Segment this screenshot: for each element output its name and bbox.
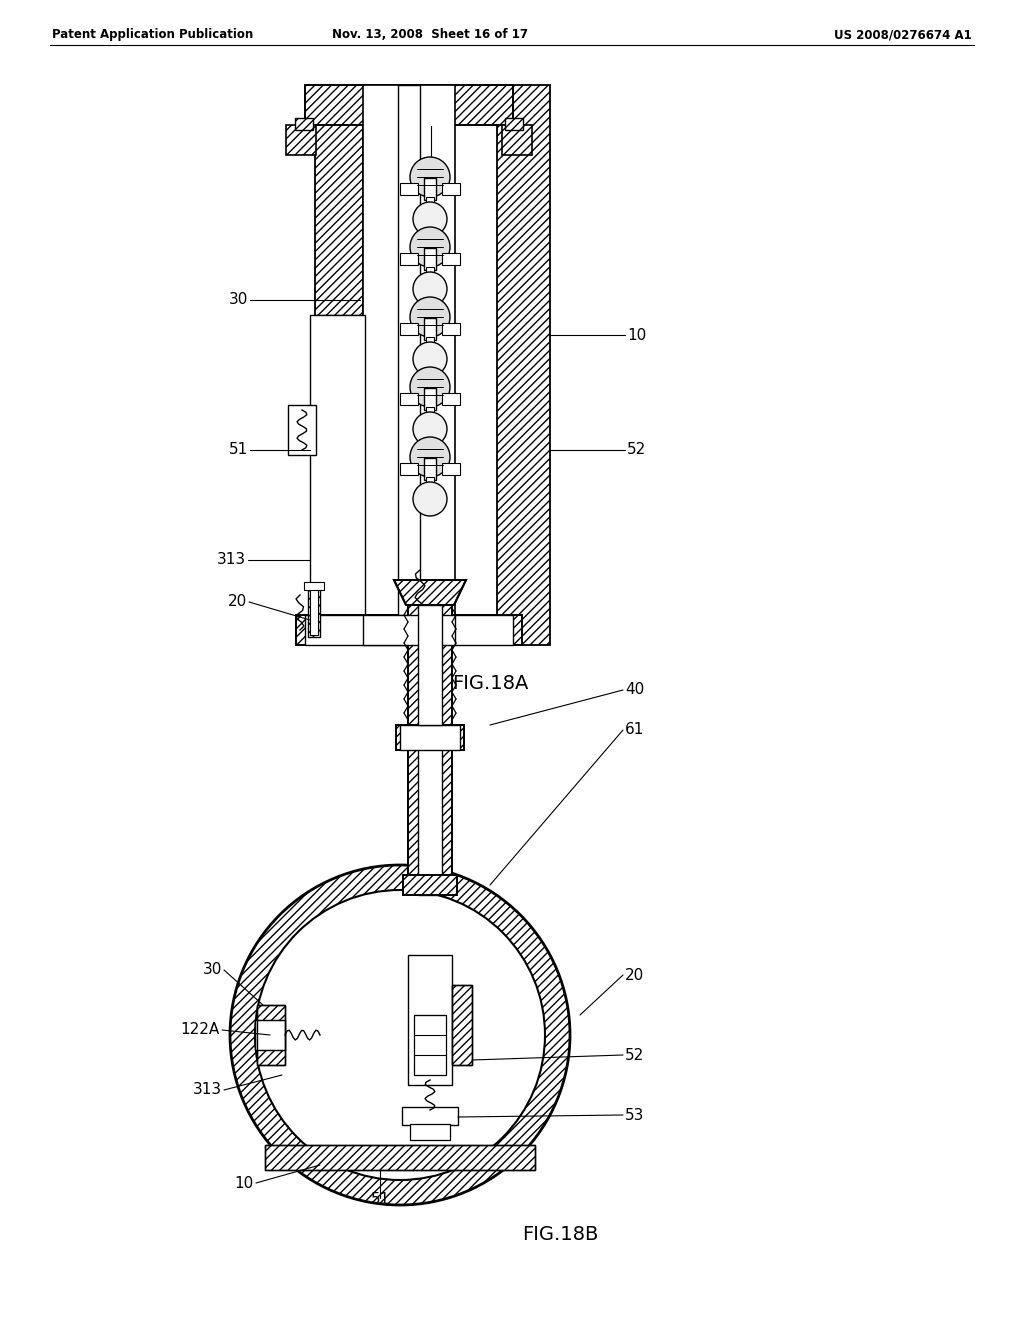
Text: 313: 313	[193, 1082, 222, 1097]
Text: 53: 53	[625, 1107, 644, 1122]
Bar	[400, 463, 418, 475]
Bar	[442, 463, 460, 475]
Text: 40: 40	[625, 682, 644, 697]
Text: 10: 10	[627, 327, 646, 342]
Bar	[305, 615, 513, 645]
Text: Nov. 13, 2008  Sheet 16 of 17: Nov. 13, 2008 Sheet 16 of 17	[332, 28, 528, 41]
Text: 52: 52	[625, 1048, 644, 1063]
Bar	[442, 323, 460, 335]
Circle shape	[410, 227, 450, 267]
Circle shape	[413, 272, 447, 306]
Bar	[497, 84, 550, 645]
Bar	[408, 605, 452, 725]
Bar	[426, 267, 434, 272]
Bar	[442, 253, 460, 265]
Text: 10: 10	[234, 1176, 254, 1191]
Bar	[403, 875, 457, 895]
Bar	[304, 582, 324, 590]
Bar	[265, 1144, 535, 1170]
Text: 313: 313	[217, 553, 246, 568]
Circle shape	[413, 342, 447, 376]
Bar	[424, 248, 436, 271]
Bar	[424, 388, 436, 411]
Bar	[426, 477, 434, 482]
Text: 30: 30	[203, 962, 222, 978]
Bar	[505, 117, 523, 129]
Bar	[400, 183, 418, 195]
Text: FIG.18A: FIG.18A	[452, 675, 528, 693]
Bar	[410, 1125, 450, 1140]
Text: Patent Application Publication: Patent Application Publication	[52, 28, 253, 41]
Bar	[414, 1015, 446, 1074]
Bar	[452, 985, 472, 1065]
Bar	[296, 615, 522, 645]
Circle shape	[230, 865, 570, 1205]
Bar	[400, 393, 418, 405]
Text: US 2008/0276674 A1: US 2008/0276674 A1	[835, 28, 972, 41]
Bar	[305, 84, 513, 125]
Text: 61: 61	[625, 722, 644, 738]
Text: FIG.18B: FIG.18B	[522, 1225, 598, 1243]
Circle shape	[255, 890, 545, 1180]
Text: 51: 51	[228, 442, 248, 458]
Bar	[400, 84, 418, 125]
Bar	[452, 985, 472, 1065]
Circle shape	[413, 412, 447, 446]
Circle shape	[410, 157, 450, 197]
Bar	[398, 84, 420, 640]
Bar	[426, 197, 434, 202]
Bar	[400, 323, 418, 335]
Text: 122A: 122A	[181, 1023, 220, 1038]
Bar	[426, 407, 434, 412]
Bar	[418, 605, 442, 725]
Bar	[308, 587, 319, 638]
Circle shape	[410, 367, 450, 407]
Bar	[400, 253, 418, 265]
Bar	[418, 744, 442, 895]
Circle shape	[413, 482, 447, 516]
Bar	[315, 84, 362, 645]
Bar	[424, 318, 436, 341]
Text: 52: 52	[627, 442, 646, 458]
Bar	[402, 1107, 458, 1125]
Text: 20: 20	[625, 968, 644, 982]
Bar	[255, 1020, 285, 1049]
Bar	[288, 405, 316, 455]
Polygon shape	[394, 579, 466, 605]
Bar	[442, 393, 460, 405]
Bar	[408, 954, 452, 1085]
Bar	[424, 458, 436, 480]
Bar	[362, 84, 455, 640]
Text: 51: 51	[371, 1192, 389, 1208]
Bar	[442, 183, 460, 195]
Circle shape	[410, 297, 450, 337]
Bar	[315, 325, 360, 605]
Bar	[257, 1005, 285, 1065]
Bar	[502, 125, 532, 154]
Circle shape	[413, 202, 447, 236]
Bar	[313, 315, 362, 615]
Bar	[424, 178, 436, 201]
Bar	[426, 337, 434, 342]
Bar	[257, 1005, 285, 1065]
Bar	[400, 725, 460, 750]
Bar	[362, 615, 455, 645]
Text: 20: 20	[227, 594, 247, 610]
Bar	[286, 125, 316, 154]
Bar	[408, 744, 452, 895]
Bar	[396, 725, 464, 750]
Bar	[295, 117, 313, 129]
Bar	[403, 875, 457, 895]
Circle shape	[410, 437, 450, 477]
Bar	[310, 315, 365, 615]
Bar	[265, 1144, 535, 1170]
Bar	[310, 589, 318, 635]
Text: 30: 30	[228, 293, 248, 308]
Bar	[255, 1020, 285, 1049]
